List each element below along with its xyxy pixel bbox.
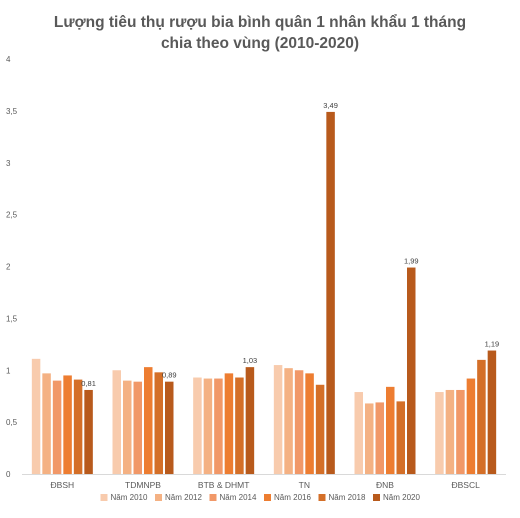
y-tick-label: 2,5 xyxy=(6,211,18,220)
bar xyxy=(284,368,293,474)
x-category-label: ĐNB xyxy=(376,480,394,490)
legend-label: Năm 2012 xyxy=(165,493,202,502)
legend-swatch xyxy=(373,494,380,501)
data-label: 3,49 xyxy=(323,101,338,110)
bar xyxy=(487,350,497,474)
x-category-label: TDMNPB xyxy=(125,480,161,490)
y-tick-label: 1,5 xyxy=(6,314,18,323)
bar xyxy=(193,377,202,474)
x-category-label: ĐBSH xyxy=(51,480,75,490)
legend-label: Năm 2020 xyxy=(383,493,420,502)
y-tick-label: 0 xyxy=(6,470,11,479)
legend-swatch xyxy=(209,494,217,501)
bar xyxy=(245,367,255,474)
data-label: 0,89 xyxy=(162,371,177,380)
bar xyxy=(305,373,314,474)
bar xyxy=(365,403,374,474)
bar xyxy=(375,402,384,474)
y-tick-label: 1 xyxy=(6,366,11,375)
bar xyxy=(407,267,416,474)
y-tick-label: 2 xyxy=(6,263,11,272)
bar xyxy=(123,380,132,474)
bar xyxy=(52,380,62,474)
bar xyxy=(203,378,213,474)
bar xyxy=(73,379,83,474)
data-label: 1,03 xyxy=(243,356,258,365)
legend-label: Năm 2010 xyxy=(111,493,148,502)
data-label: 1,99 xyxy=(404,257,419,266)
x-category-label: TN xyxy=(299,480,310,490)
bar xyxy=(435,392,444,474)
data-label: 1,19 xyxy=(485,340,500,349)
bar xyxy=(165,381,174,474)
legend-label: Năm 2018 xyxy=(329,493,366,502)
bar xyxy=(386,386,395,474)
legend-swatch xyxy=(155,494,162,501)
x-category-label: ĐBSCL xyxy=(451,480,480,490)
data-label: 0,81 xyxy=(81,379,96,388)
chart-title: Lượng tiêu thụ rượu bia bình quân 1 nhân… xyxy=(53,14,467,31)
legend-swatch xyxy=(318,494,326,501)
bar xyxy=(154,372,163,474)
bar xyxy=(63,375,72,474)
bar xyxy=(294,370,304,474)
bar xyxy=(354,392,363,474)
bar xyxy=(396,401,405,474)
bar xyxy=(235,377,244,474)
bar xyxy=(315,384,325,474)
y-tick-label: 0,5 xyxy=(6,418,18,427)
y-tick-label: 4 xyxy=(6,55,11,64)
chart-subtitle: chia theo vùng (2010-2020) xyxy=(160,35,360,52)
bar xyxy=(112,370,121,474)
bar xyxy=(42,373,51,474)
bar xyxy=(133,381,142,474)
bar xyxy=(84,389,93,474)
bar xyxy=(456,389,465,474)
y-tick-label: 3 xyxy=(6,159,11,168)
legend-label: Năm 2014 xyxy=(220,493,257,502)
bar xyxy=(224,373,234,474)
bar xyxy=(31,358,41,474)
bar xyxy=(214,378,223,474)
x-category-label: BTB & DHMT xyxy=(198,480,249,490)
bar xyxy=(466,378,476,474)
legend-swatch xyxy=(100,494,108,501)
bar xyxy=(445,389,455,474)
legend-label: Năm 2016 xyxy=(274,493,311,502)
bar xyxy=(273,365,283,474)
bar xyxy=(477,359,486,474)
legend-swatch xyxy=(264,494,271,501)
bar xyxy=(326,111,335,474)
bar xyxy=(144,367,153,474)
y-tick-label: 3,5 xyxy=(6,107,18,116)
